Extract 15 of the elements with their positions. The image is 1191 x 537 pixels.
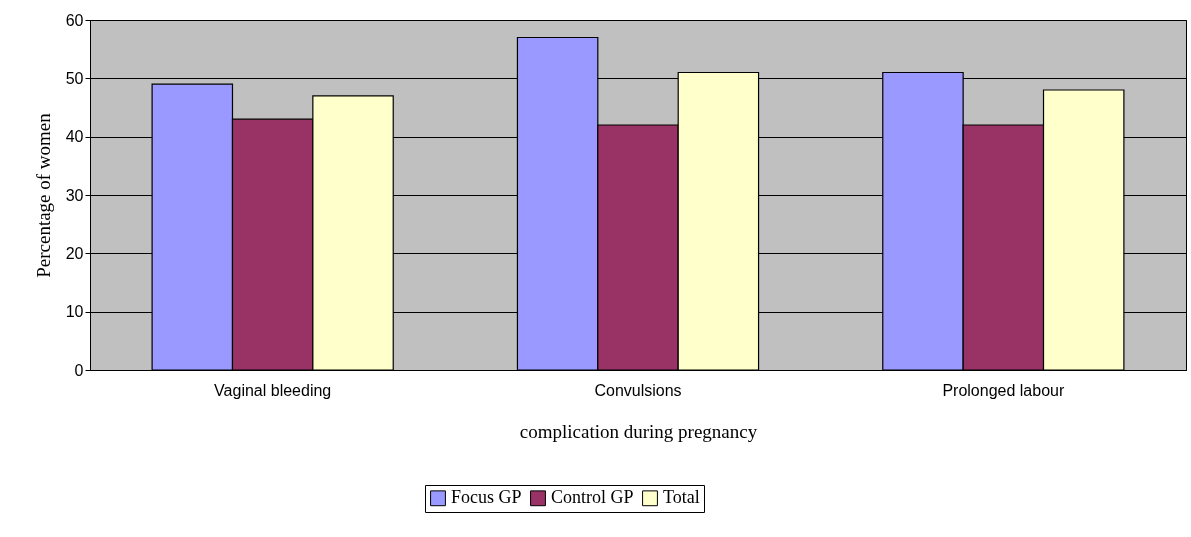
y-tick-label: 0: [74, 361, 84, 379]
legend-label: Total: [663, 487, 700, 508]
y-tick-label: 40: [65, 128, 84, 146]
legend-label: Control GP: [551, 487, 634, 508]
legend-label: Focus GP: [451, 487, 522, 508]
x-tick-label: Vaginal bleeding: [214, 381, 332, 399]
x-axis-title: complication during pregnancy: [519, 420, 758, 442]
y-tick-label: 50: [65, 69, 84, 87]
x-tick-label: Prolonged labour: [942, 381, 1065, 399]
y-axis-title: Percentage of women: [32, 112, 54, 278]
y-tick-label: 20: [65, 244, 84, 262]
y-tick-label: 60: [65, 11, 84, 29]
x-tick-label: Convulsions: [594, 381, 682, 399]
y-tick-label: 30: [65, 186, 84, 204]
y-tick-label: 10: [65, 303, 84, 321]
